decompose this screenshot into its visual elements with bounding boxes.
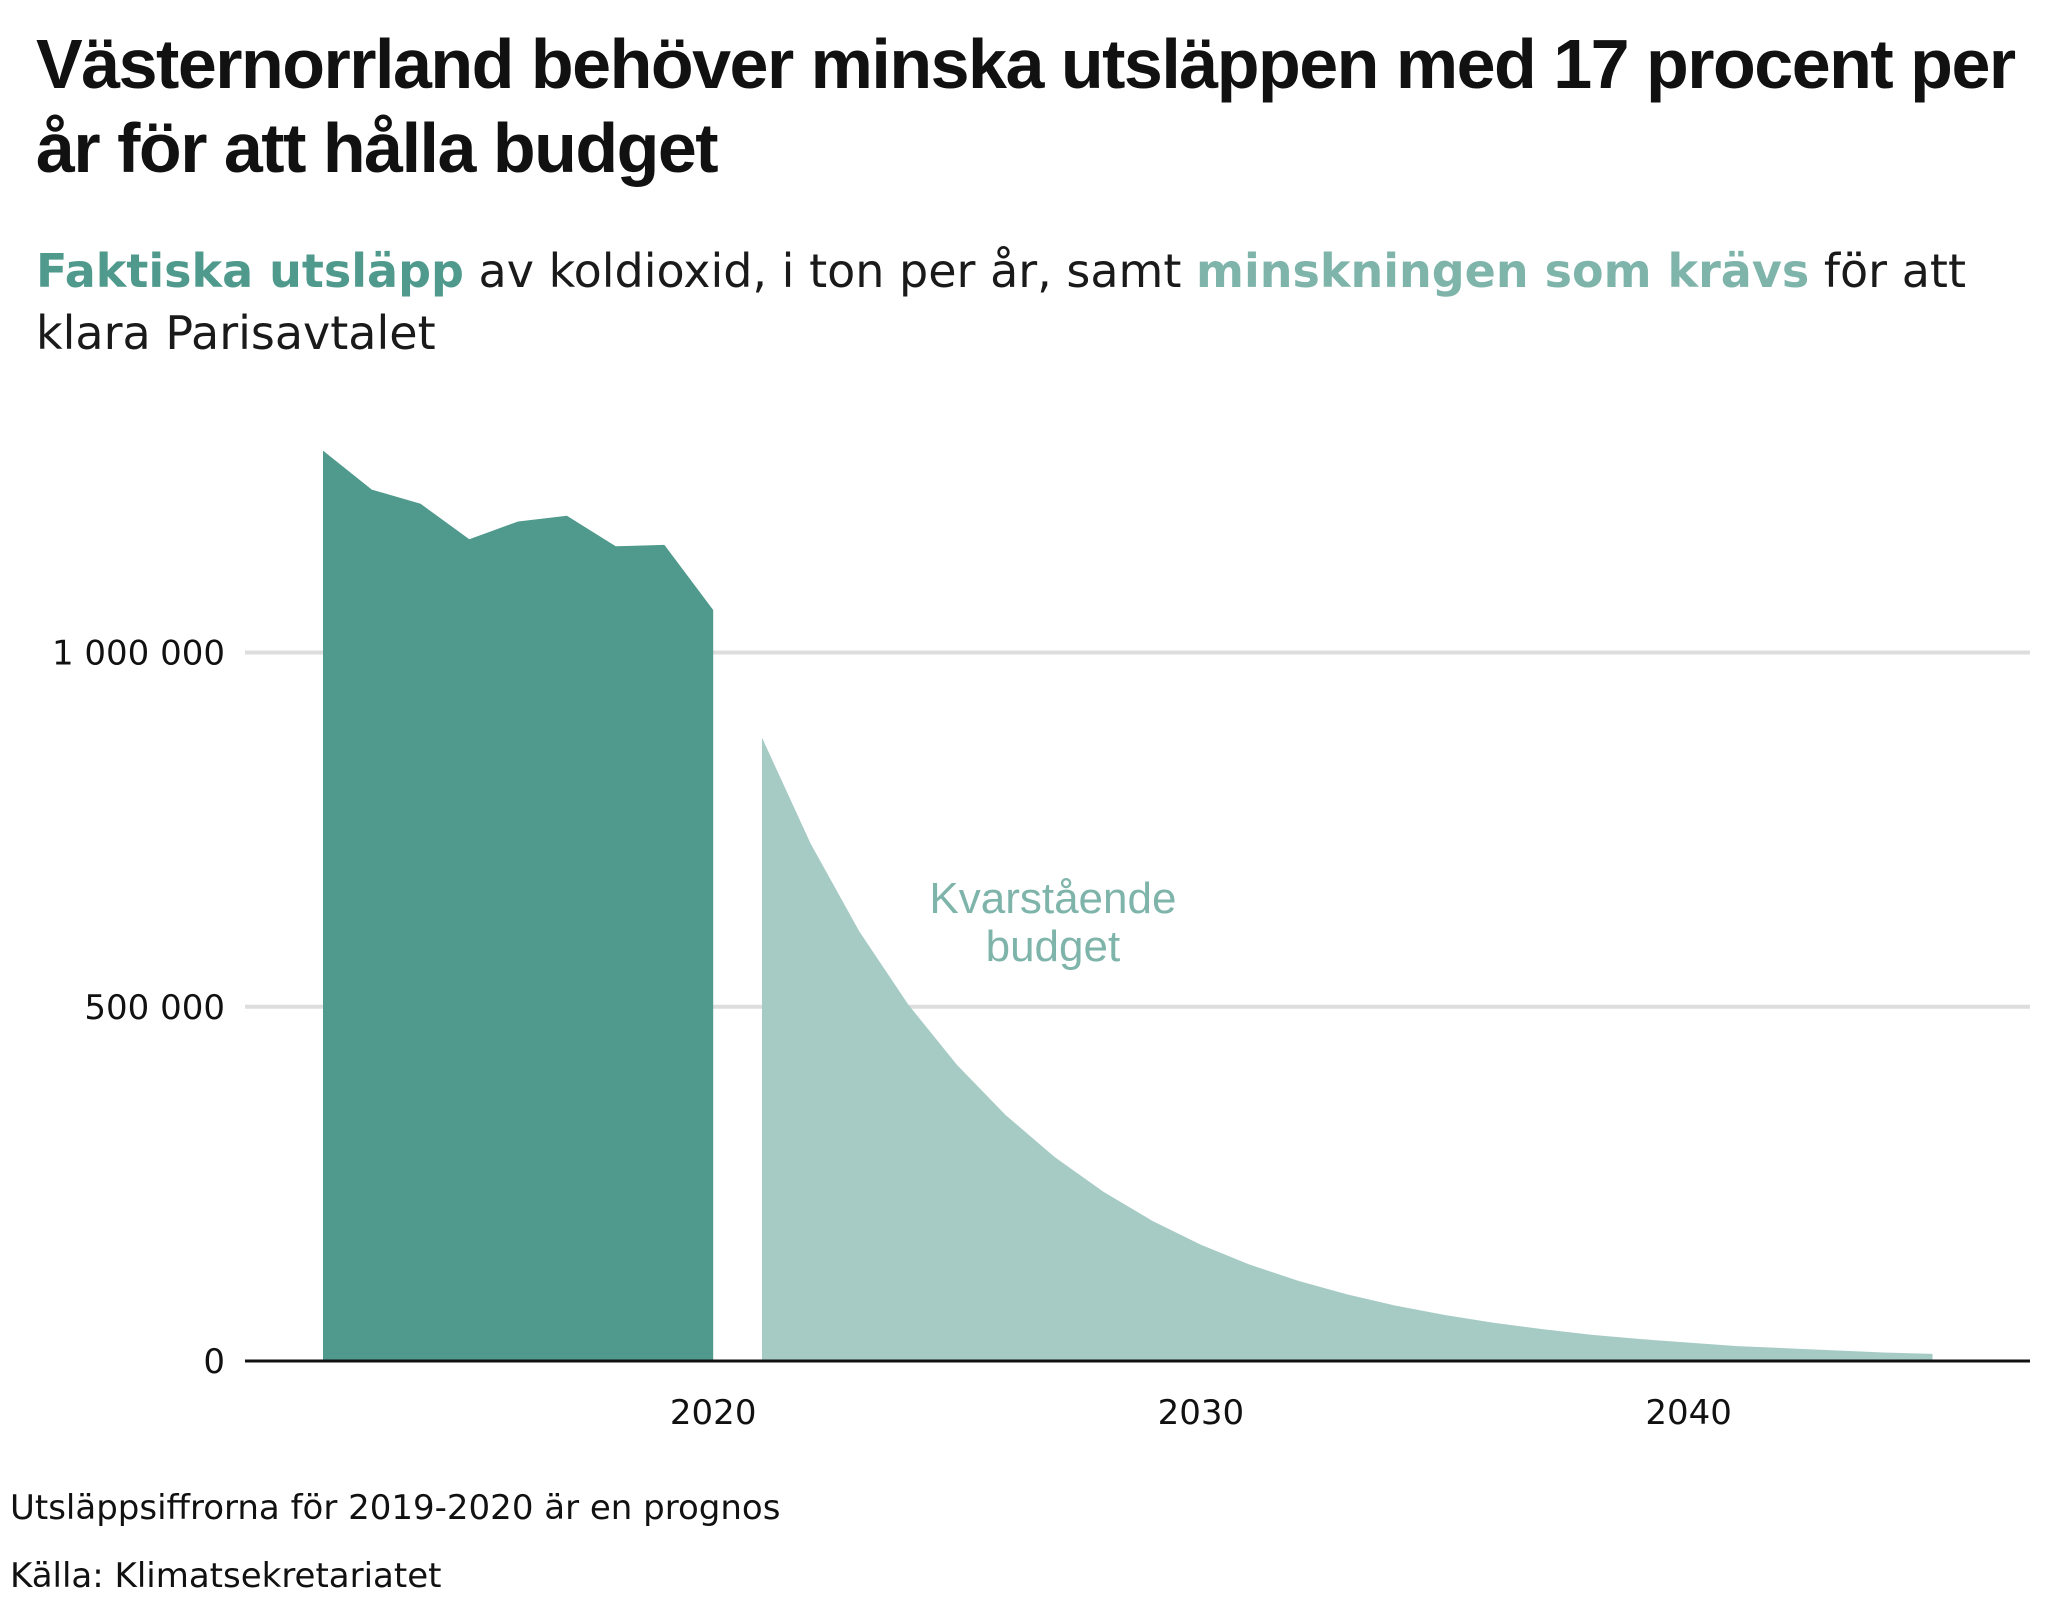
emissions-chart: 0 500 000 1 000 000 2020 2030 2040 Kvarstående… [52,450,2030,1433]
y-tick-label-1: 500 000 [84,988,225,1028]
y-tick-label-2: 1 000 000 [52,634,225,674]
subtitle-highlight-actual: Faktiska utsläpp [36,244,464,298]
chart-title: Västernorrland behöver minska utsläppen … [36,25,2016,187]
x-tick-label-1: 2030 [1158,1393,1245,1433]
source-note: Källa: Klimatsekretariatet [10,1556,442,1596]
area-actual-emissions [323,450,714,1362]
area-required-reduction [762,737,1933,1361]
chart-subtitle: Faktiska utsläpp av koldioxid, i ton per… [36,240,2026,364]
footnote: Utsläppsiffrorna för 2019-2020 är en pro… [10,1488,781,1528]
y-tick-label-0: 0 [203,1342,225,1382]
area-series [323,450,1933,1362]
subtitle-text-2: för att klara Parisavtalet [36,244,1966,360]
annotations: 0 500 000 1 000 000 2020 2030 2040 Kvarstående… [52,634,1732,1433]
x-tick-label-2: 2040 [1645,1393,1732,1433]
x-tick-label-0: 2020 [670,1393,757,1433]
annotation-remaining-budget: Kvarstående budget [929,874,1176,971]
subtitle-text-1: av koldioxid, i ton per år, samt [463,244,1197,298]
annotation-line-0: Kvarstående [929,874,1176,923]
annotation-line-1: budget [986,922,1121,971]
subtitle-highlight-required: minskningen som krävs [1196,244,1810,298]
